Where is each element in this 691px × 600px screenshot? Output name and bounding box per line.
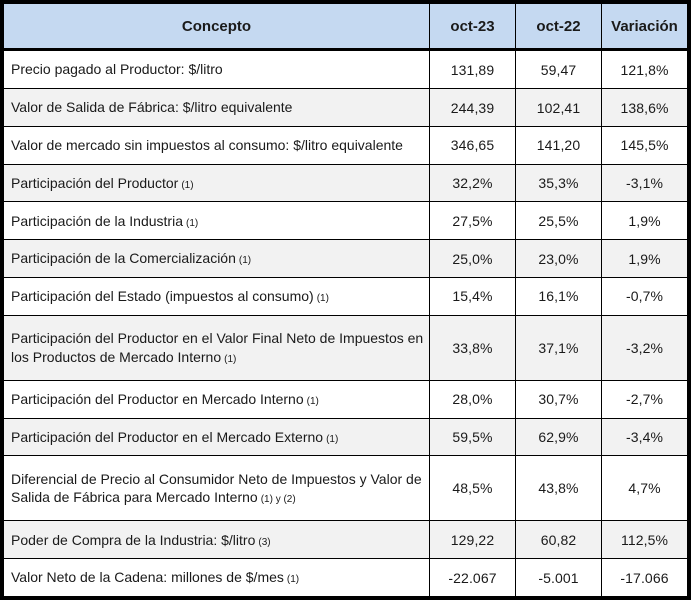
footnote-marker: (1) xyxy=(181,179,194,191)
oct23-cell: 27,5% xyxy=(429,201,516,241)
oct22-cell: 23,0% xyxy=(515,239,602,278)
concept-cell: Participación del Estado (impuestos al c… xyxy=(3,276,430,316)
column-header-oct22: oct-22 xyxy=(515,3,602,51)
concept-label: Precio pagado al Productor: $/litro xyxy=(11,61,223,78)
table-row: Valor de Salida de Fábrica: $/litro equi… xyxy=(3,88,688,127)
table-row: Valor de mercado sin impuestos al consum… xyxy=(3,125,688,165)
concept-label: Valor de mercado sin impuestos al consum… xyxy=(11,137,403,154)
concept-label: Participación de la Industria xyxy=(11,212,183,229)
footnote-marker: (1) xyxy=(238,255,252,267)
oct23-cell: 28,0% xyxy=(429,379,516,419)
table-row: Participación del Productor en el Valor … xyxy=(3,314,688,381)
concept-cell: Participación del Productor en el Mercad… xyxy=(3,417,430,457)
concept-label: Poder de Compra de la Industria: $/litro xyxy=(11,531,256,548)
table-row: Participación del Estado (impuestos al c… xyxy=(3,276,688,316)
table-row: Participación de la Industria (1) 27,5% 25,… xyxy=(3,201,688,241)
oct22-cell: 60,82 xyxy=(515,520,602,560)
table-row: Precio pagado al Productor: $/litro 131,8… xyxy=(3,48,688,90)
concept-label: Participación del Estado (impuestos al c… xyxy=(11,288,314,305)
variacion-cell: 138,6% xyxy=(601,88,688,127)
oct22-cell: 59,47 xyxy=(515,48,602,90)
oct23-cell: 15,4% xyxy=(429,276,516,316)
variacion-cell: 145,5% xyxy=(601,125,688,165)
footnote-marker: (3) xyxy=(258,536,271,548)
concept-label: Participación del Productor en el Valor … xyxy=(11,330,424,365)
footnote-marker: (1) y (2) xyxy=(260,494,296,506)
column-header-concepto: Concepto xyxy=(3,3,430,51)
footnote-marker: (1) xyxy=(316,293,329,305)
concept-label: Participación del Productor en Mercado I… xyxy=(11,390,304,407)
concept-label: Valor de Salida de Fábrica: $/litro equi… xyxy=(11,99,293,116)
footnote-marker: (1) xyxy=(224,353,237,365)
concept-cell: Poder de Compra de la Industria: $/litro… xyxy=(3,520,430,560)
concept-label: Participación del Productor xyxy=(11,174,179,191)
table-row: Diferencial de Precio al Consumidor Neto… xyxy=(3,455,688,522)
concept-cell: Valor de mercado sin impuestos al consum… xyxy=(3,125,430,165)
footnote-marker: (1) xyxy=(326,433,339,445)
table-row: Participación del Productor en Mercado I… xyxy=(3,379,688,419)
concept-cell: Valor Neto de la Cadena: millones de $/m… xyxy=(3,558,430,597)
concept-cell: Participación del Productor en Mercado I… xyxy=(3,379,430,419)
oct22-cell: 62,9% xyxy=(515,417,602,457)
oct22-cell: 37,1% xyxy=(515,314,602,381)
oct23-cell: -22.067 xyxy=(429,558,516,597)
oct22-cell: 141,20 xyxy=(515,125,602,165)
oct23-cell: 48,5% xyxy=(429,455,516,522)
variacion-cell: -3,2% xyxy=(601,314,688,381)
variacion-cell: -3,4% xyxy=(601,417,688,457)
header-row: Concepto oct-23 oct-22 Variación xyxy=(3,3,688,51)
concept-label: Participación del Productor en el Mercad… xyxy=(11,428,324,445)
concept-label: Participación de la Comercialización xyxy=(11,250,236,267)
oct22-cell: -5.001 xyxy=(515,558,602,597)
variacion-cell: 112,5% xyxy=(601,520,688,560)
concept-cell: Participación de la Industria (1) xyxy=(3,201,430,241)
table-row: Participación del Productor en el Mercad… xyxy=(3,417,688,457)
oct23-cell: 25,0% xyxy=(429,239,516,278)
footnote-marker: (1) xyxy=(306,395,319,407)
oct22-cell: 43,8% xyxy=(515,455,602,522)
variacion-cell: -3,1% xyxy=(601,163,688,203)
table-row: Participación del Productor (1) 32,2% 35,3%… xyxy=(3,163,688,203)
variacion-cell: 1,9% xyxy=(601,201,688,241)
concept-cell: Valor de Salida de Fábrica: $/litro equi… xyxy=(3,88,430,127)
variacion-cell: -2,7% xyxy=(601,379,688,419)
oct22-cell: 16,1% xyxy=(515,276,602,316)
oct23-cell: 244,39 xyxy=(429,88,516,127)
oct23-cell: 131,89 xyxy=(429,48,516,90)
variacion-cell: -0,7% xyxy=(601,276,688,316)
footnote-marker: (1) xyxy=(286,574,300,586)
oct23-cell: 346,65 xyxy=(429,125,516,165)
table-body: Precio pagado al Productor: $/litro 131,8… xyxy=(3,48,688,597)
concept-label: Valor Neto de la Cadena: millones de $/m… xyxy=(11,569,284,586)
table-row: Participación de la Comercialización (1) 2… xyxy=(3,239,688,278)
table-row: Valor Neto de la Cadena: millones de $/m… xyxy=(3,558,688,597)
column-header-oct23: oct-23 xyxy=(429,3,516,51)
oct23-cell: 33,8% xyxy=(429,314,516,381)
oct22-cell: 35,3% xyxy=(515,163,602,203)
concept-cell: Participación del Productor en el Valor … xyxy=(3,314,430,381)
oct23-cell: 129,22 xyxy=(429,520,516,560)
table-row: Poder de Compra de la Industria: $/litro… xyxy=(3,520,688,560)
variacion-cell: -17.066 xyxy=(601,558,688,597)
oct22-cell: 25,5% xyxy=(515,201,602,241)
footnote-marker: (1) xyxy=(186,217,199,229)
oct23-cell: 32,2% xyxy=(429,163,516,203)
concept-cell: Diferencial de Precio al Consumidor Neto… xyxy=(3,455,430,522)
variacion-cell: 4,7% xyxy=(601,455,688,522)
concept-cell: Precio pagado al Productor: $/litro xyxy=(3,48,430,90)
oct23-cell: 59,5% xyxy=(429,417,516,457)
concept-cell: Participación de la Comercialización (1) xyxy=(3,239,430,278)
variacion-cell: 1,9% xyxy=(601,239,688,278)
oct22-cell: 102,41 xyxy=(515,88,602,127)
data-table: Concepto oct-23 oct-22 Variación Precio … xyxy=(3,3,688,597)
concept-cell: Participación del Productor (1) xyxy=(3,163,430,203)
table-header: Concepto oct-23 oct-22 Variación xyxy=(3,3,688,51)
variacion-cell: 121,8% xyxy=(601,48,688,90)
concept-label: Diferencial de Precio al Consumidor Neto… xyxy=(11,470,422,506)
oct22-cell: 30,7% xyxy=(515,379,602,419)
column-header-variacion: Variación xyxy=(601,3,688,51)
